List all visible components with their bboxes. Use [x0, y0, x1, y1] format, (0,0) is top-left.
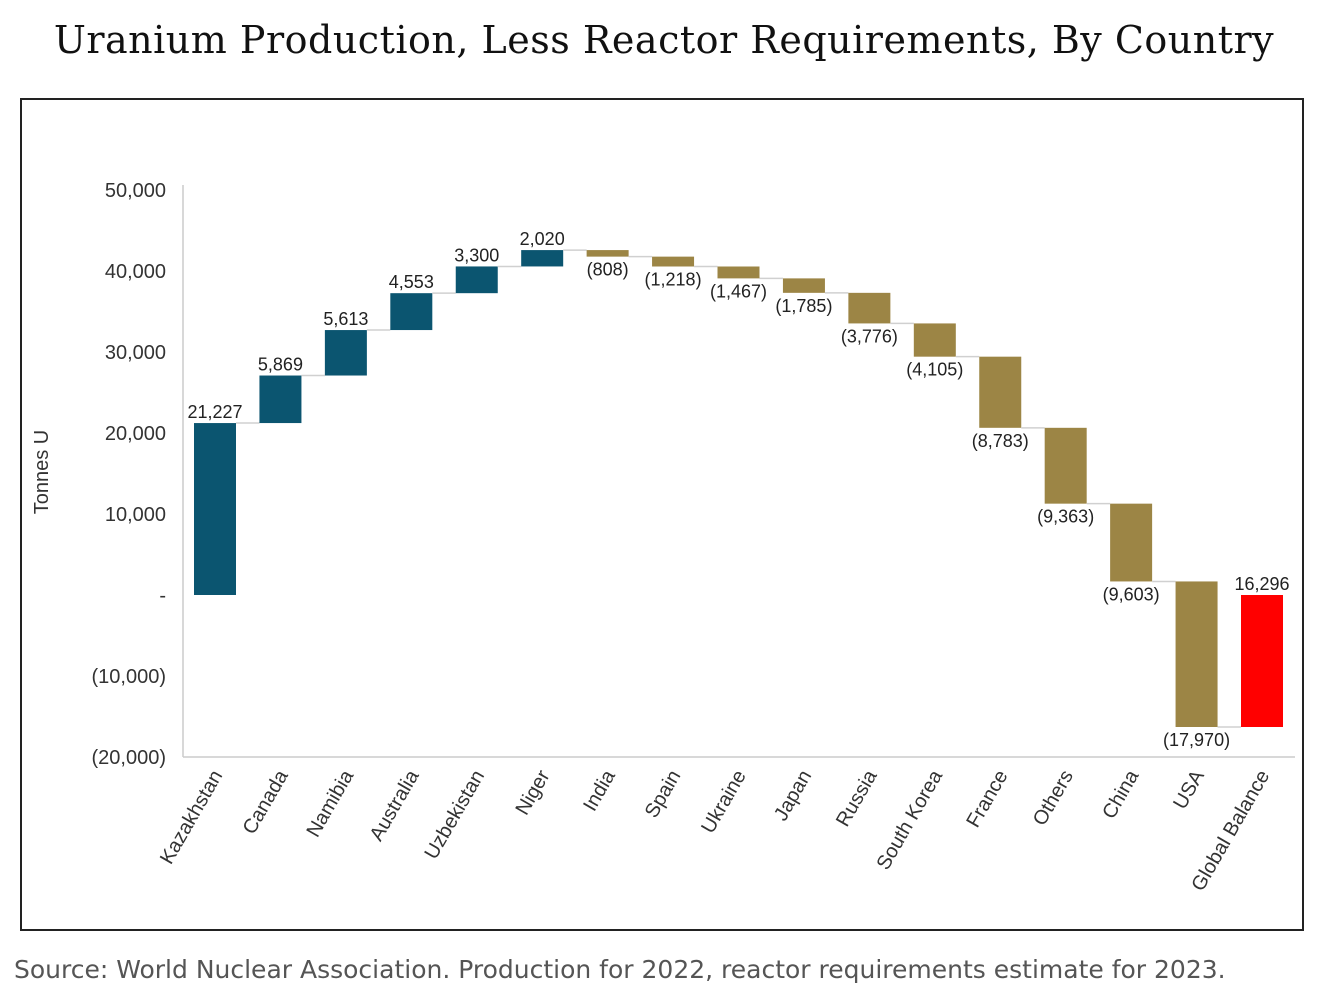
x-tick-label: Kazakhstan — [156, 767, 227, 869]
chart-frame — [20, 98, 1304, 931]
data-label: (4,105) — [906, 360, 963, 380]
x-tick-label: Ukraine — [697, 767, 751, 838]
data-label: (3,776) — [841, 326, 898, 346]
x-tick-label: Niger — [512, 766, 555, 819]
x-tick-label: USA — [1169, 766, 1209, 813]
y-tick-label: 30,000 — [105, 342, 166, 364]
x-tick-label: Japan — [770, 767, 816, 825]
x-tick-label: Uzbekistan — [421, 767, 490, 864]
bar-spain — [652, 256, 695, 267]
data-label: 2,020 — [520, 229, 565, 249]
bar-others — [1044, 427, 1087, 504]
x-tick-label: Russia — [832, 766, 882, 831]
x-tick-label: India — [579, 766, 620, 815]
data-label: (1,467) — [710, 281, 767, 301]
y-tick-label: (10,000) — [92, 666, 167, 688]
source-note: Source: World Nuclear Association. Produ… — [14, 955, 1226, 984]
bar-kazakhstan — [194, 423, 236, 595]
data-label: (1,218) — [645, 269, 702, 289]
bar-uzbekistan — [455, 266, 498, 294]
bar-australia — [390, 293, 433, 331]
bar-niger — [521, 250, 564, 267]
y-tick-label: 10,000 — [105, 504, 166, 526]
data-label: 4,553 — [389, 272, 434, 292]
data-label: (17,970) — [1163, 730, 1230, 750]
x-tick-label: Spain — [641, 767, 686, 822]
bar-usa — [1175, 581, 1218, 727]
x-tick-label: France — [962, 767, 1012, 832]
y-tick-label: 50,000 — [105, 180, 166, 202]
chart-title: Uranium Production, Less Reactor Require… — [53, 18, 1275, 62]
bar-india — [586, 250, 629, 257]
x-tick-label: South Korea — [872, 766, 947, 874]
bar-global-balance — [1241, 595, 1283, 727]
data-label: (8,783) — [972, 431, 1029, 451]
bar-ukraine — [717, 266, 760, 279]
bar-namibia — [324, 330, 367, 376]
x-tick-label: Australia — [366, 766, 424, 845]
y-axis-label: Tonnes U — [31, 430, 53, 515]
data-label: 3,300 — [454, 245, 499, 265]
x-tick-label: Namibia — [302, 766, 358, 841]
bar-japan — [782, 278, 825, 293]
y-tick-label: - — [159, 585, 166, 607]
data-label: (1,785) — [775, 296, 832, 316]
bar-canada — [259, 375, 302, 424]
x-tick-label: Canada — [239, 766, 294, 838]
data-label: 16,296 — [1234, 574, 1289, 594]
bar-france — [979, 356, 1022, 428]
x-tick-label: China — [1098, 766, 1144, 823]
bar-russia — [848, 292, 891, 324]
data-label: (808) — [587, 260, 629, 280]
data-label: (9,603) — [1103, 584, 1160, 604]
y-tick-label: (20,000) — [92, 747, 167, 769]
data-label: 5,613 — [323, 309, 368, 329]
y-tick-label: 20,000 — [105, 423, 166, 445]
bar-south-korea — [913, 323, 956, 357]
data-label: 5,869 — [258, 355, 303, 375]
data-label: (9,363) — [1037, 507, 1094, 527]
data-label: 21,227 — [187, 402, 242, 422]
x-tick-label: Others — [1029, 767, 1078, 830]
bar-china — [1110, 503, 1153, 582]
y-tick-label: 40,000 — [105, 261, 166, 283]
